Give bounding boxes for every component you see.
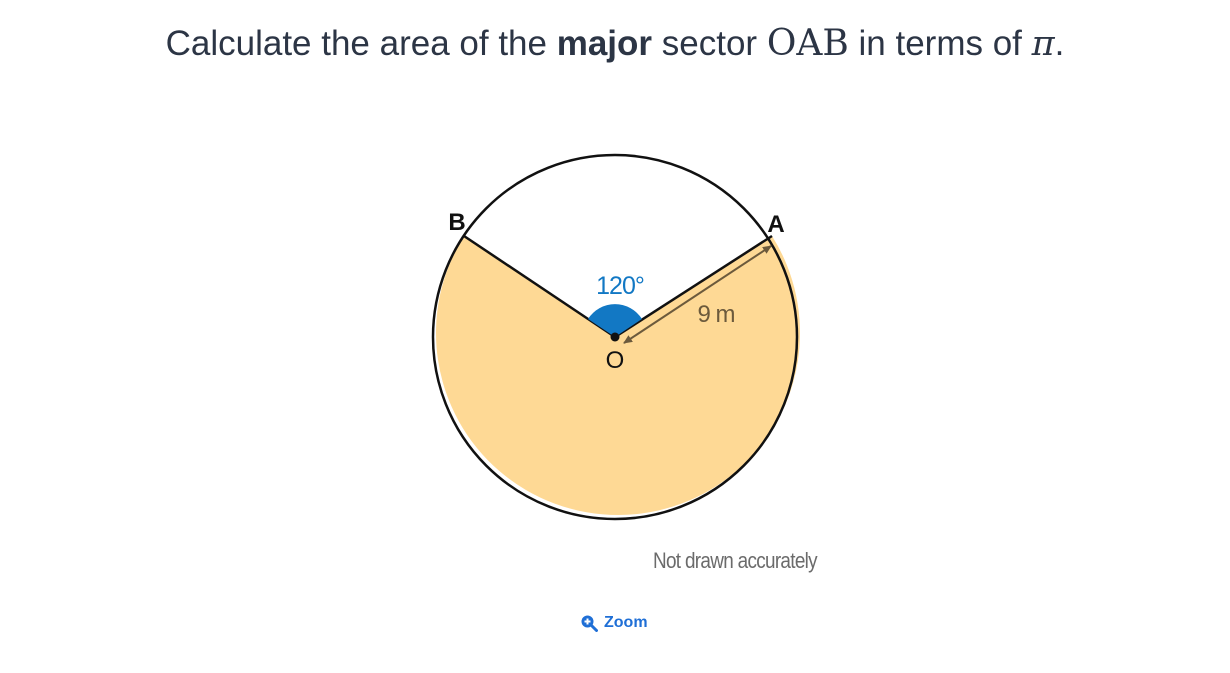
circle-outline [431, 153, 799, 521]
centre-point [610, 332, 620, 342]
question-end: . [1054, 24, 1065, 63]
question-text: Calculate the area of the major sector O… [0, 22, 1230, 66]
label-centre-o: O [606, 347, 625, 374]
sector-name: OAB [766, 23, 849, 64]
label-angle: 120° [596, 272, 644, 300]
radius-arrow [623, 245, 772, 344]
question-middle: sector [661, 24, 758, 63]
label-point-a: A [767, 211, 784, 238]
question-prefix: Calculate the area of the [165, 24, 547, 63]
label-radius: 9 m [697, 301, 734, 328]
not-drawn-accurately-note: Not drawn accurately [653, 548, 818, 573]
pi-symbol: π [1031, 24, 1055, 64]
question-suffix: in terms of [858, 24, 1022, 63]
zoom-in-icon [581, 615, 598, 632]
zoom-label: Zoom [604, 614, 648, 631]
label-point-b: B [448, 209, 465, 236]
zoom-button[interactable]: Zoom [580, 614, 648, 632]
question-emphasis: major [556, 24, 653, 63]
